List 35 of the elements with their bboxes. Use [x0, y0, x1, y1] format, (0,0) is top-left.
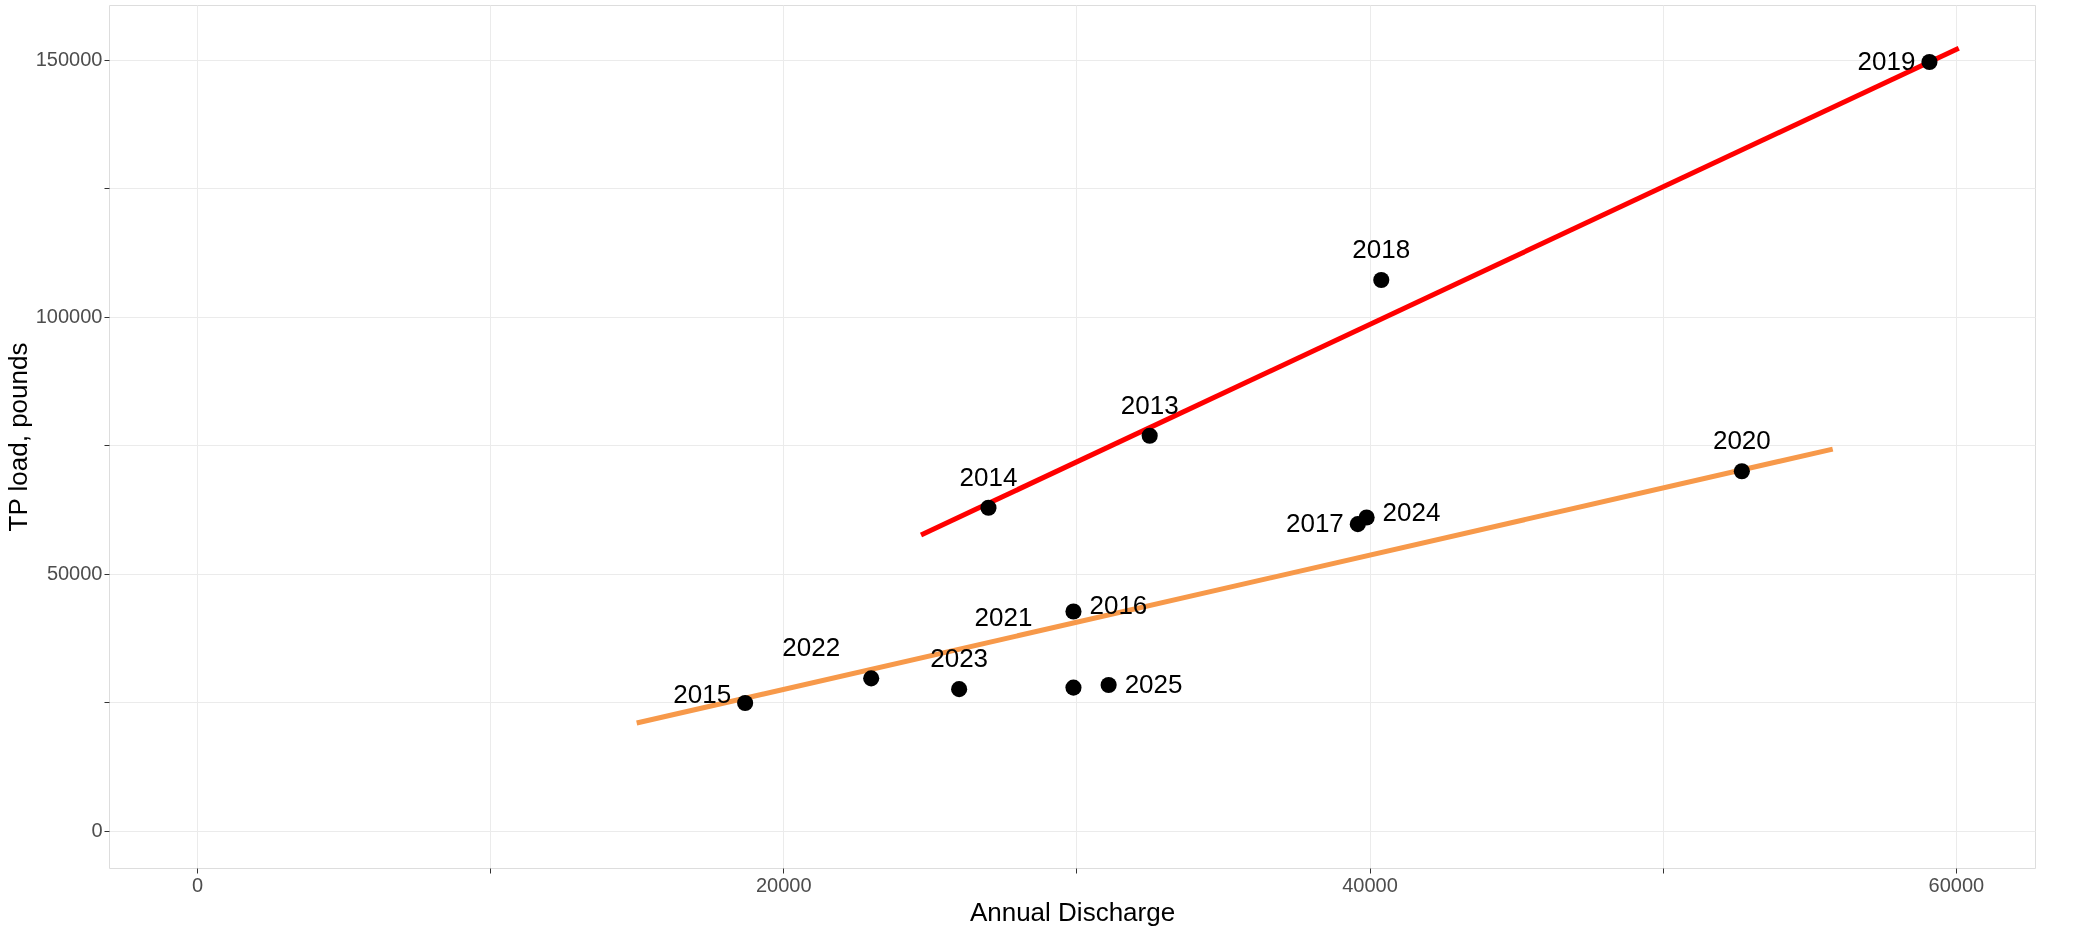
annotation: 2025	[1124, 669, 1183, 700]
annotation: 2022	[782, 632, 841, 663]
annotation: 2017	[1285, 508, 1344, 539]
x-tick-label: 60000	[1928, 873, 1985, 896]
annotation: 2024	[1382, 497, 1441, 528]
point	[737, 694, 754, 712]
point	[951, 681, 968, 698]
x-tick-label: 0	[191, 873, 204, 896]
point	[980, 499, 997, 516]
x-axis-title: Annual Discharge	[969, 896, 1176, 927]
point	[1921, 54, 1938, 71]
y-tick-label: 50000	[46, 562, 103, 585]
point	[1065, 679, 1082, 696]
point	[1100, 676, 1117, 694]
x-tick-label: 40000	[1342, 873, 1398, 896]
x-tick-label: 20000	[755, 873, 812, 896]
y-tick-label: 150000	[35, 48, 103, 71]
point	[1358, 509, 1375, 526]
annotation: 2015	[673, 679, 732, 710]
y-tick-label: 100000	[35, 305, 103, 328]
annotation: 2020	[1712, 425, 1771, 456]
annotation: 2018	[1352, 233, 1411, 264]
annotation: 2021	[974, 601, 1033, 632]
point	[1065, 603, 1082, 620]
point	[863, 670, 880, 687]
annotation: 2014	[959, 461, 1018, 492]
annotation: 2019	[1857, 46, 1916, 77]
point	[1733, 463, 1750, 480]
annotation: 2023	[930, 643, 989, 674]
point	[1141, 427, 1158, 444]
annotation: 2016	[1089, 589, 1148, 620]
y-axis-title: TP load, pounds	[2, 342, 33, 532]
y-tick-label: 0	[91, 819, 103, 842]
point	[1373, 271, 1390, 289]
annotation: 2013	[1120, 389, 1179, 420]
